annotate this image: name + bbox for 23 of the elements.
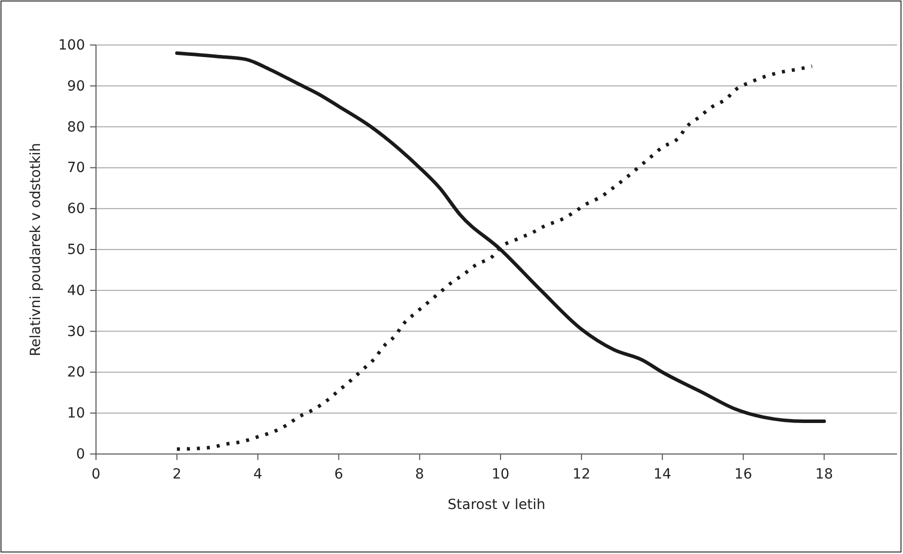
y-tick-label: 90 [67,78,85,94]
x-tick-label: 10 [492,466,510,482]
x-tick-label: 0 [92,466,100,482]
y-tick-label: 60 [67,201,85,218]
x-tick-label: 4 [253,466,262,482]
x-tick-label: 6 [334,466,344,482]
y-tick-label: 30 [67,324,85,340]
x-tick-label: 8 [415,466,424,482]
y-tick-label: 0 [76,446,85,462]
y-tick-label: 40 [67,282,85,299]
x-tick-label: 14 [653,466,672,482]
y-tick-label: 20 [67,364,85,381]
y-tick-label: 80 [67,119,85,136]
y-tick-label: 10 [67,406,85,422]
x-axis-title: Starost v letih [448,497,546,513]
y-axis-title: Relativni poudarek v odstotkih [28,142,44,356]
y-tick-label: 50 [67,242,85,258]
x-tick-label: 12 [572,466,590,482]
x-tick-label: 18 [815,466,834,482]
y-tick-label: 100 [58,37,85,54]
x-tick-label: 16 [734,466,752,482]
y-tick-label: 70 [67,160,85,176]
x-tick-label: 2 [172,466,182,482]
